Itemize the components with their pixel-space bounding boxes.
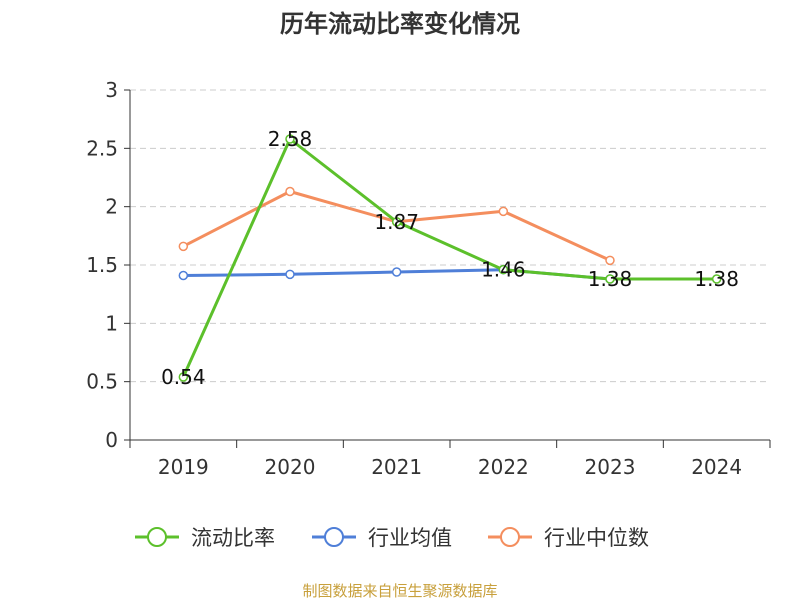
- data-point: [285, 134, 295, 144]
- data-label: 0.54: [161, 365, 206, 389]
- data-point: [391, 217, 402, 227]
- y-tick-label: 1.5: [86, 253, 118, 277]
- data-point: [285, 186, 295, 197]
- x-tick-label: 2020: [265, 455, 316, 479]
- data-point: [178, 241, 189, 252]
- series-layer: [178, 134, 722, 382]
- legend-item[interactable]: 流动比率: [135, 526, 275, 550]
- data-point: [711, 274, 722, 284]
- legend-marker: [500, 527, 520, 547]
- y-tick-label: 2: [105, 195, 118, 219]
- data-label: 1.87: [374, 210, 419, 234]
- y-tick-label: 0: [105, 428, 118, 452]
- data-point: [498, 206, 509, 217]
- y-tick-label: 1: [105, 311, 118, 335]
- axes: 0 0.5 1 1.5 2 2.5 3 2019 2020 2021 2022 2023 2024: [86, 78, 771, 479]
- data-point: [178, 270, 189, 281]
- series-line-0: [181, 137, 717, 378]
- data-point: [498, 264, 509, 275]
- source-note: 制图数据来自恒生聚源数据库: [302, 582, 497, 600]
- data-point: [391, 267, 402, 277]
- legend-item[interactable]: 行业均值: [312, 526, 452, 550]
- legend: 流动比率 行业均值 行业中位数: [135, 526, 649, 550]
- data-point: [605, 274, 615, 284]
- grid: [130, 89, 770, 383]
- x-tick-label: 2024: [691, 455, 742, 479]
- legend-marker: [324, 527, 344, 547]
- chart-title: 历年流动比率变化情况: [280, 10, 520, 38]
- data-point: [285, 269, 295, 280]
- y-tick-label: 3: [105, 78, 118, 102]
- data-point: [178, 372, 189, 382]
- data-point: [605, 255, 615, 266]
- data-label: 1.38: [694, 267, 739, 291]
- x-tick-label: 2022: [478, 455, 529, 479]
- legend-item[interactable]: 行业中位数: [488, 526, 649, 550]
- x-tick-label: 2023: [585, 455, 636, 479]
- legend-marker: [147, 527, 167, 547]
- data-label: 1.38: [588, 267, 633, 291]
- legend-label: 行业均值: [368, 526, 452, 550]
- legend-label: 行业中位数: [544, 526, 649, 550]
- legend-label: 流动比率: [191, 526, 275, 550]
- x-tick-label: 2021: [371, 455, 422, 479]
- y-tick-label: 0.5: [86, 370, 118, 394]
- x-tick-label: 2019: [158, 455, 209, 479]
- data-labels: 0.54 2.58 1.87 1.46 1.38 1.38: [161, 127, 739, 389]
- data-label: 1.46: [481, 258, 526, 282]
- data-label: 2.58: [268, 127, 313, 151]
- y-tick-label: 2.5: [86, 136, 118, 160]
